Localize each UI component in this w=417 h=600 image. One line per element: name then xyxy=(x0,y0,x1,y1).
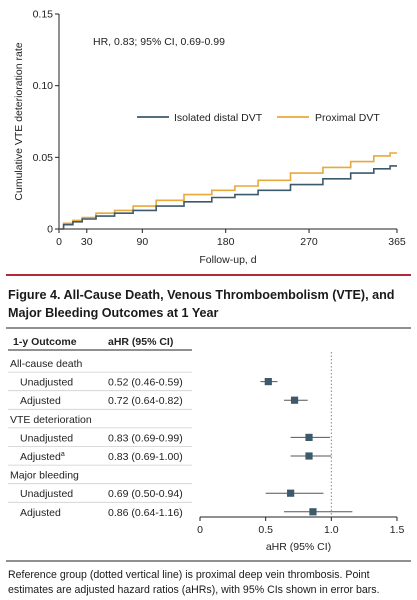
figure-caption: Reference group (dotted vertical line) i… xyxy=(8,569,380,596)
km-y-axis-label: Cumulative VTE deterioration rate xyxy=(13,42,25,200)
km-series-line-1 xyxy=(59,152,397,230)
row-label: Unadjusted xyxy=(20,432,73,444)
row-label: Adjusted xyxy=(20,507,61,519)
km-x-axis-label: Follow-up, d xyxy=(199,254,256,266)
row-label: Adjusteda xyxy=(20,451,65,463)
point-estimate-marker xyxy=(305,433,313,441)
row-label: Unadjusted xyxy=(20,377,73,389)
km-plot: 0 0.05 0.10 0.15 0 30 90 180 270 365 HR, 0.83; 9… xyxy=(13,9,406,267)
km-series-lines xyxy=(59,152,397,230)
legend-label-1: Proximal DVT xyxy=(315,112,380,124)
km-series-line-0 xyxy=(59,165,397,230)
forest-x-tick-label: 1.5 xyxy=(390,524,405,536)
point-estimate-marker xyxy=(287,489,295,497)
outcome-group-label: All-cause death xyxy=(10,358,83,370)
forest-x-tick-label: 1.0 xyxy=(324,524,339,536)
forest-x-tick-label: 0 xyxy=(197,524,203,536)
forest-x-ticks: 0 0.5 1.0 1.5 xyxy=(197,517,404,536)
km-legend: Isolated distal DVT Proximal DVT xyxy=(137,112,380,124)
hazard-ratio-annotation: HR, 0.83; 95% CI, 0.69-0.99 xyxy=(93,36,225,48)
km-x-tick-label: 90 xyxy=(136,236,148,248)
row-ci-text: 0.83 (0.69-0.99) xyxy=(108,432,183,444)
forest-plot: 1-y Outcome aHR (95% CI) All-cause death… xyxy=(8,336,404,553)
km-x-ticks: 0 30 90 180 270 365 xyxy=(56,229,406,248)
forest-rows: All-cause death Unadjusted 0.52 (0.46-0.59… xyxy=(8,349,353,519)
point-estimate-marker xyxy=(305,452,313,460)
row-ci-text: 0.86 (0.64-1.16) xyxy=(108,507,183,519)
row-ci-text: 0.69 (0.50-0.94) xyxy=(108,488,183,500)
km-y-tick-label: 0.10 xyxy=(33,80,54,92)
km-y-tick-label: 0.15 xyxy=(33,9,54,21)
forest-x-tick-label: 0.5 xyxy=(258,524,273,536)
km-x-tick-label: 30 xyxy=(81,236,93,248)
outcome-group-label: Major bleeding xyxy=(10,470,79,482)
km-x-tick-label: 180 xyxy=(217,236,235,248)
km-y-tick-label: 0 xyxy=(47,224,53,236)
row-ci-text: 0.52 (0.46-0.59) xyxy=(108,377,183,389)
point-estimate-marker xyxy=(264,378,272,386)
point-estimate-marker xyxy=(290,396,299,404)
row-ci-text: 0.83 (0.69-1.00) xyxy=(108,451,183,463)
outcome-group-label: VTE deterioration xyxy=(10,414,92,426)
row-label-superscript: a xyxy=(61,451,65,458)
km-x-tick-label: 365 xyxy=(388,236,406,248)
forest-x-axis-label: aHR (95% CI) xyxy=(266,541,331,553)
row-label: Adjusted xyxy=(20,395,61,407)
km-y-tick-label: 0.05 xyxy=(33,152,54,164)
figure-title: Figure 4. All-Cause Death, Venous Thromb… xyxy=(8,288,395,320)
km-x-tick-label: 0 xyxy=(56,236,62,248)
row-label: Unadjusted xyxy=(20,488,73,500)
legend-label-0: Isolated distal DVT xyxy=(174,112,263,124)
column-header-ahr: aHR (95% CI) xyxy=(108,336,173,348)
km-y-ticks: 0 0.05 0.10 0.15 xyxy=(33,9,59,236)
km-x-tick-label: 270 xyxy=(300,236,318,248)
point-estimate-marker xyxy=(309,508,317,516)
column-header-outcome: 1-y Outcome xyxy=(13,336,77,348)
row-ci-text: 0.72 (0.64-0.82) xyxy=(108,395,183,407)
